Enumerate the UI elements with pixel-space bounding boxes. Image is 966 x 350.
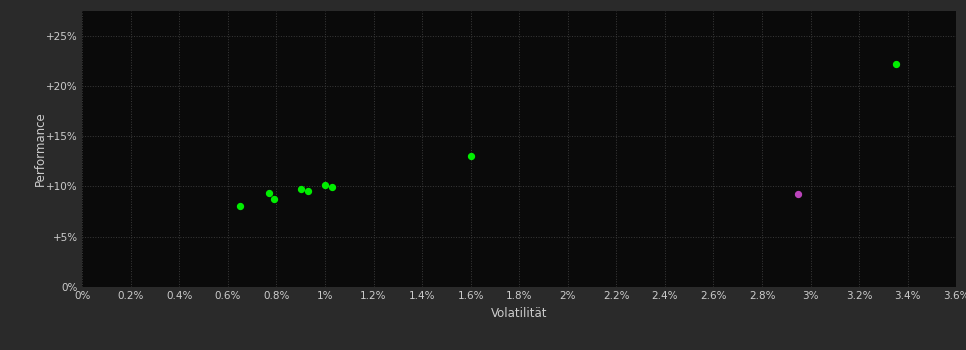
Point [888, 61, 903, 66]
X-axis label: Volatilität: Volatilität [491, 307, 548, 320]
Point [232, 203, 247, 208]
Point [463, 154, 478, 159]
Point [300, 189, 316, 194]
Point [325, 185, 340, 190]
Y-axis label: Performance: Performance [34, 111, 47, 186]
Point [317, 183, 332, 188]
Point [791, 192, 807, 197]
Point [262, 191, 277, 196]
Point [267, 196, 282, 201]
Point [293, 187, 308, 192]
